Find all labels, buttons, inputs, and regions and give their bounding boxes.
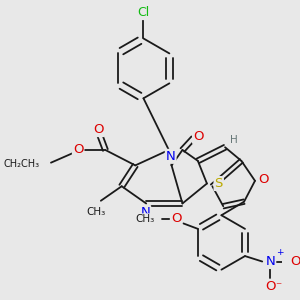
Text: CH₂CH₃: CH₂CH₃ bbox=[3, 159, 39, 169]
Text: O: O bbox=[290, 255, 300, 268]
Text: N: N bbox=[166, 150, 175, 163]
Text: CH₃: CH₃ bbox=[87, 207, 106, 217]
Text: O: O bbox=[171, 212, 181, 225]
Text: +: + bbox=[276, 248, 283, 257]
Text: O: O bbox=[73, 142, 83, 156]
Text: CH₃: CH₃ bbox=[135, 214, 154, 224]
Text: O: O bbox=[193, 130, 204, 143]
Text: Cl: Cl bbox=[137, 6, 150, 19]
Text: O: O bbox=[93, 123, 104, 136]
Text: ⁻: ⁻ bbox=[275, 280, 282, 293]
Text: S: S bbox=[214, 177, 223, 190]
Text: O: O bbox=[265, 280, 276, 293]
Text: N: N bbox=[140, 206, 150, 219]
Text: O: O bbox=[258, 173, 268, 186]
Text: H: H bbox=[230, 135, 238, 145]
Text: N: N bbox=[266, 255, 275, 268]
